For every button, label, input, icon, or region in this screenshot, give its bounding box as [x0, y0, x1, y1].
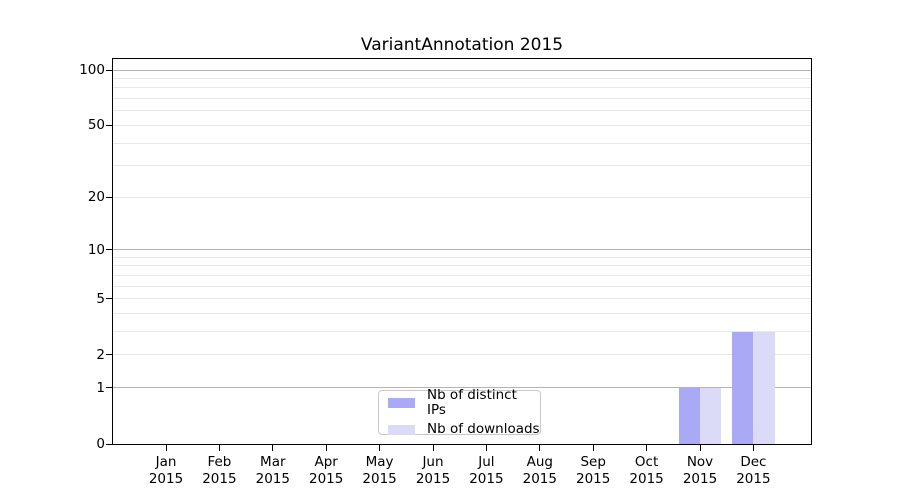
minor-gridline	[113, 331, 811, 333]
minor-gridline	[113, 77, 811, 79]
x-tick	[592, 445, 594, 451]
bar-nov-downloads	[700, 387, 722, 444]
y-tick	[106, 69, 112, 71]
x-tick-label: Oct 2015	[629, 454, 664, 487]
minor-gridline	[113, 142, 811, 144]
major-gridline	[113, 387, 811, 389]
y-tick-label: 0	[96, 436, 105, 452]
x-tick	[752, 445, 754, 451]
plot-area: 0 1 2 5 10 20 50 100 Jan 2015 Feb 2015 Mar 2015 Apr…	[79, 58, 812, 487]
legend: Nb of distinct IPs Nb of downloads	[378, 388, 541, 437]
bar-dec-downloads	[753, 331, 775, 444]
x-tick-label: Mar 2015	[255, 454, 290, 487]
x-tick-label: Dec 2015	[736, 454, 771, 487]
minor-gridline	[113, 265, 811, 267]
legend-label-downloads: Nb of downloads	[427, 421, 540, 437]
minor-gridline	[113, 98, 811, 100]
y-tick-label: 50	[87, 117, 105, 134]
y-tick-label: 1	[96, 379, 105, 396]
y-tick	[106, 124, 112, 126]
x-tick	[272, 445, 274, 451]
legend-swatch-distinct-ips-icon	[388, 398, 415, 408]
y-tick	[106, 249, 112, 251]
x-tick	[485, 445, 487, 451]
bar-dec-distinct-ips	[732, 331, 754, 444]
minor-gridline	[113, 298, 811, 300]
y-tick	[106, 196, 112, 198]
legend-label-distinct-ips: Nb of distinct IPs	[426, 387, 517, 418]
x-tick	[218, 445, 220, 451]
x-tick	[646, 445, 648, 451]
y-tick-label: 20	[87, 189, 105, 206]
minor-gridline	[113, 196, 811, 198]
major-gridline	[113, 69, 811, 71]
minor-gridline	[113, 165, 811, 167]
y-tick	[106, 387, 112, 389]
x-tick	[699, 445, 701, 451]
minor-gridline	[113, 87, 811, 89]
legend-item-distinct-ips: Nb of distinct IPs	[388, 388, 540, 418]
minor-gridline	[113, 124, 811, 126]
x-tick	[539, 445, 541, 451]
x-tick	[325, 445, 327, 451]
x-tick-label: Jun 2015	[415, 454, 451, 487]
chart-title: VariantAnnotation 2015	[360, 35, 564, 55]
x-tick-label: May 2015	[362, 454, 397, 487]
y-tick-label: 10	[87, 241, 105, 258]
legend-swatch-downloads-icon	[388, 424, 415, 435]
x-tick-label: Feb 2015	[202, 454, 237, 487]
x-tick-label: Apr 2015	[309, 454, 344, 487]
x-tick	[165, 445, 167, 451]
minor-gridline	[113, 274, 811, 276]
minor-gridline	[113, 285, 811, 287]
major-gridline	[113, 249, 811, 251]
minor-gridline	[113, 256, 811, 258]
y-tick-label: 5	[96, 290, 105, 307]
minor-gridline	[113, 110, 811, 112]
minor-gridline	[113, 313, 811, 315]
x-tick-label: Jan 2015	[148, 454, 184, 487]
bar-nov-distinct-ips	[678, 387, 700, 444]
y-tick-label: 100	[79, 62, 105, 78]
x-tick-label: Jul 2015	[469, 454, 504, 487]
x-tick-label: Nov 2015	[682, 454, 718, 487]
x-tick-label: Sep 2015	[576, 454, 611, 487]
y-tick-label: 2	[96, 346, 105, 363]
y-tick	[106, 443, 112, 445]
legend-item-downloads: Nb of downloads	[388, 422, 540, 437]
y-tick	[106, 354, 112, 356]
plot-grid: 0 1 2 5 10 20 50 100 Jan 2015 Feb 2015 Mar 2015 Apr…	[79, 59, 811, 487]
minor-gridline	[113, 354, 811, 356]
y-tick	[106, 298, 112, 300]
x-tick	[379, 445, 381, 451]
x-tick	[432, 445, 434, 451]
x-tick-label: Aug 2015	[522, 454, 557, 487]
